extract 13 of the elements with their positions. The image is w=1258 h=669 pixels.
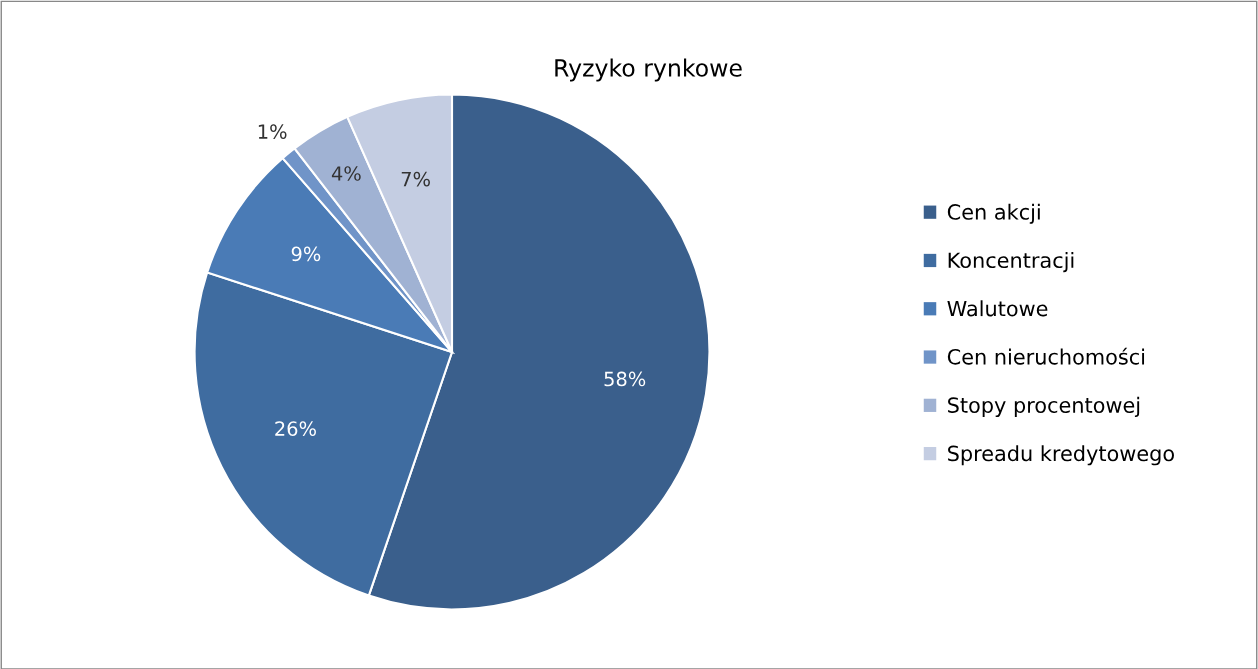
chart-title: Ryzyko rynkowe bbox=[555, 58, 742, 82]
data-label: 9% bbox=[291, 246, 321, 262]
legend-label: Spreadu kredytowego bbox=[948, 445, 1174, 466]
data-label: 4% bbox=[331, 166, 361, 181]
legend-label: Stopy procentowej bbox=[948, 396, 1140, 418]
data-label: 1% bbox=[258, 124, 287, 139]
data-label: 58% bbox=[604, 371, 646, 387]
legend-label: Cen akcji bbox=[947, 203, 1040, 224]
data-label: 7% bbox=[401, 171, 430, 187]
legend-label: Cen nieruchomości bbox=[947, 347, 1145, 365]
legend-label: Koncentracji bbox=[948, 251, 1074, 273]
data-label: 26% bbox=[275, 421, 316, 436]
legend-label: Walutowe bbox=[947, 300, 1048, 317]
